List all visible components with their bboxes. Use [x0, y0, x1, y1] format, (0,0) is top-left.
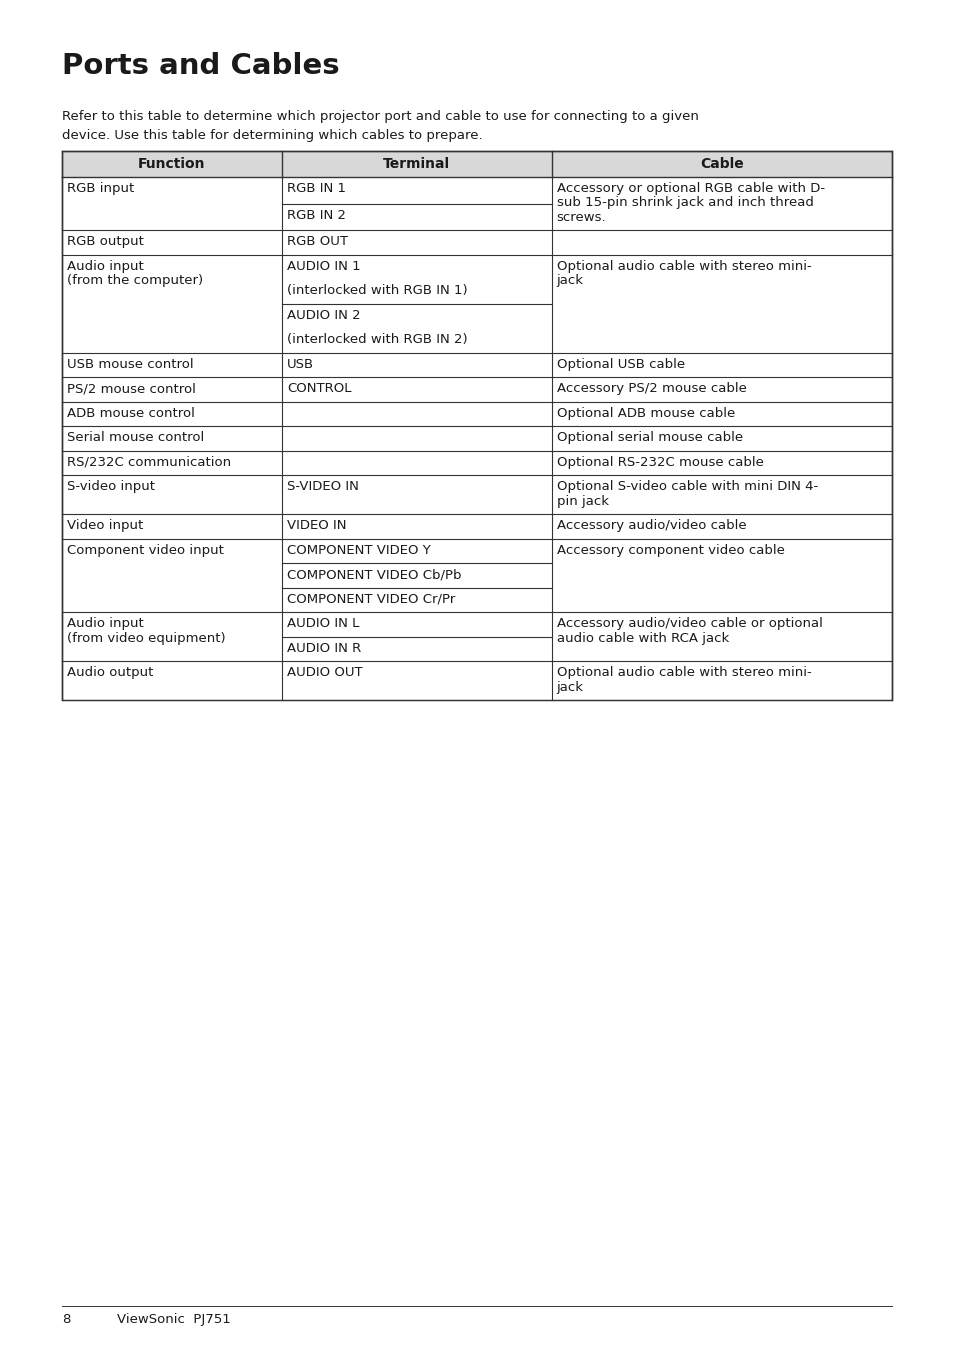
- Text: Accessory PS/2 mouse cable: Accessory PS/2 mouse cable: [557, 382, 746, 396]
- Text: RGB IN 1: RGB IN 1: [287, 182, 346, 195]
- Text: RGB output: RGB output: [67, 235, 144, 249]
- Text: (from the computer): (from the computer): [67, 274, 203, 288]
- Text: USB mouse control: USB mouse control: [67, 358, 193, 372]
- Text: Cable: Cable: [700, 157, 743, 170]
- Text: COMPONENT VIDEO Cr/Pr: COMPONENT VIDEO Cr/Pr: [287, 593, 455, 605]
- Text: Audio input: Audio input: [67, 259, 144, 273]
- Text: audio cable with RCA jack: audio cable with RCA jack: [557, 632, 728, 644]
- Text: Refer to this table to determine which projector port and cable to use for conne: Refer to this table to determine which p…: [62, 109, 699, 123]
- Text: pin jack: pin jack: [557, 494, 608, 508]
- Text: S-video input: S-video input: [67, 481, 154, 493]
- Text: Optional USB cable: Optional USB cable: [557, 358, 684, 372]
- Text: Serial mouse control: Serial mouse control: [67, 431, 204, 444]
- Text: COMPONENT VIDEO Y: COMPONENT VIDEO Y: [287, 544, 430, 557]
- Text: Optional audio cable with stereo mini-: Optional audio cable with stereo mini-: [557, 666, 811, 680]
- Text: Optional RS-232C mouse cable: Optional RS-232C mouse cable: [557, 455, 762, 469]
- Text: AUDIO IN R: AUDIO IN R: [287, 642, 361, 655]
- Text: (interlocked with RGB IN 1): (interlocked with RGB IN 1): [287, 284, 467, 297]
- Text: PS/2 mouse control: PS/2 mouse control: [67, 382, 195, 396]
- Text: Optional audio cable with stereo mini-: Optional audio cable with stereo mini-: [557, 259, 811, 273]
- Text: Audio input: Audio input: [67, 617, 144, 631]
- Text: Accessory audio/video cable or optional: Accessory audio/video cable or optional: [557, 617, 821, 631]
- Text: Optional serial mouse cable: Optional serial mouse cable: [557, 431, 742, 444]
- Text: Function: Function: [138, 157, 206, 170]
- Text: RGB input: RGB input: [67, 182, 134, 195]
- Text: Audio output: Audio output: [67, 666, 153, 680]
- Text: S-VIDEO IN: S-VIDEO IN: [287, 481, 358, 493]
- Text: Optional ADB mouse cable: Optional ADB mouse cable: [557, 407, 734, 420]
- Text: jack: jack: [557, 274, 583, 288]
- Text: jack: jack: [557, 681, 583, 694]
- Text: CONTROL: CONTROL: [287, 382, 351, 396]
- Text: AUDIO IN 2: AUDIO IN 2: [287, 309, 360, 322]
- Text: VIDEO IN: VIDEO IN: [287, 519, 346, 532]
- Text: Video input: Video input: [67, 519, 143, 532]
- Text: screws.: screws.: [557, 211, 606, 224]
- Text: sub 15-pin shrink jack and inch thread: sub 15-pin shrink jack and inch thread: [557, 196, 813, 209]
- Text: Accessory or optional RGB cable with D-: Accessory or optional RGB cable with D-: [557, 182, 824, 195]
- Text: AUDIO IN 1: AUDIO IN 1: [287, 259, 360, 273]
- Text: RS/232C communication: RS/232C communication: [67, 455, 231, 469]
- Text: AUDIO IN L: AUDIO IN L: [287, 617, 359, 631]
- Text: ADB mouse control: ADB mouse control: [67, 407, 194, 420]
- Text: ViewSonic  PJ751: ViewSonic PJ751: [117, 1313, 231, 1325]
- Text: USB: USB: [287, 358, 314, 372]
- Text: Ports and Cables: Ports and Cables: [62, 51, 339, 80]
- Bar: [62, 151, 891, 177]
- Text: (interlocked with RGB IN 2): (interlocked with RGB IN 2): [287, 334, 467, 346]
- Text: AUDIO OUT: AUDIO OUT: [287, 666, 362, 680]
- Text: 8: 8: [62, 1313, 71, 1325]
- Text: COMPONENT VIDEO Cb/Pb: COMPONENT VIDEO Cb/Pb: [287, 569, 461, 581]
- Text: RGB OUT: RGB OUT: [287, 235, 348, 249]
- Text: (from video equipment): (from video equipment): [67, 632, 226, 644]
- Bar: [62, 151, 891, 700]
- Text: RGB IN 2: RGB IN 2: [287, 208, 346, 222]
- Text: device. Use this table for determining which cables to prepare.: device. Use this table for determining w…: [62, 128, 482, 142]
- Text: Terminal: Terminal: [383, 157, 450, 170]
- Text: Accessory audio/video cable: Accessory audio/video cable: [557, 519, 745, 532]
- Text: Optional S-video cable with mini DIN 4-: Optional S-video cable with mini DIN 4-: [557, 481, 817, 493]
- Text: Component video input: Component video input: [67, 544, 224, 557]
- Text: Accessory component video cable: Accessory component video cable: [557, 544, 783, 557]
